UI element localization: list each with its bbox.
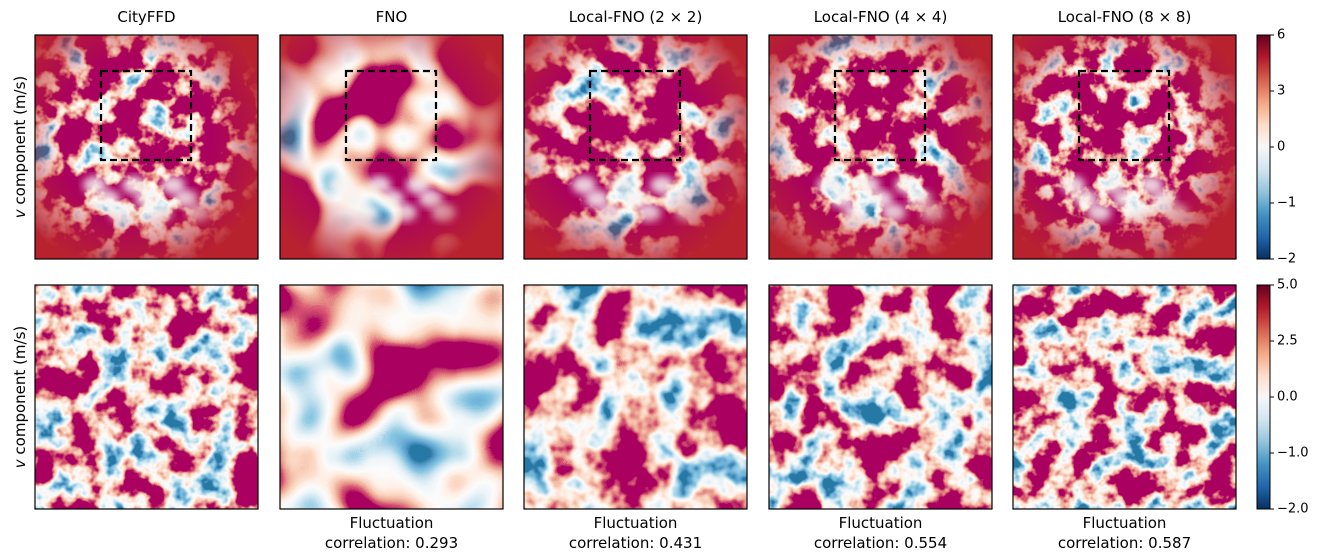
caption-line: Fluctuation <box>839 514 923 532</box>
column-title: CityFFD <box>117 8 175 26</box>
caption-line: correlation: 0.431 <box>569 534 702 552</box>
y-label-var: v <box>11 208 29 218</box>
caption-line: Fluctuation <box>594 514 678 532</box>
column-title: Local-FNO (8 × 8) <box>1058 8 1192 26</box>
zoom-box <box>833 69 927 162</box>
field-image <box>1013 285 1236 509</box>
colorbar-tick-label: −2 <box>1277 252 1296 267</box>
y-label-text: component (m/s) <box>11 326 29 455</box>
colorbar-tick-label: 0.0 <box>1277 390 1298 405</box>
panel-frame <box>279 34 504 260</box>
field-image <box>769 285 992 509</box>
colorbar-tick-label: 5.0 <box>1277 278 1298 293</box>
caption-line: correlation: 0.587 <box>1058 534 1191 552</box>
panel-frame <box>34 34 259 260</box>
column-title: FNO <box>376 8 408 26</box>
free-stream <box>1013 35 1236 259</box>
y-axis-label: v component (m/s) <box>11 76 29 218</box>
zoom-box <box>344 69 438 162</box>
field-image <box>280 285 503 509</box>
panel-frame <box>1012 284 1237 510</box>
colorbar-tick-label: 2.5 <box>1277 334 1298 349</box>
colorbar-tick-label: 3 <box>1277 84 1285 99</box>
column-title: Local-FNO (4 × 4) <box>814 8 948 26</box>
colorbar-tick-label: −1 <box>1277 196 1296 211</box>
panel-frame <box>768 34 993 260</box>
panel-frame <box>768 284 993 510</box>
caption-line: Fluctuation <box>1083 514 1167 532</box>
colorbar-tick-label: 6 <box>1277 28 1285 43</box>
panel-frame <box>1012 34 1237 260</box>
colorbar <box>1256 34 1271 260</box>
colorbar-tick-label: −1.0 <box>1277 446 1309 461</box>
y-label-text: component (m/s) <box>11 76 29 205</box>
panel-frame <box>523 34 748 260</box>
panel-frame <box>279 284 504 510</box>
field-image <box>35 285 258 509</box>
zoom-box <box>99 69 193 162</box>
y-axis-label: v component (m/s) <box>11 326 29 468</box>
column-title: Local-FNO (2 × 2) <box>569 8 703 26</box>
free-stream <box>280 35 503 259</box>
colorbar-tick-label: −2.0 <box>1277 502 1309 517</box>
free-stream <box>769 35 992 259</box>
field-image <box>524 285 747 509</box>
panel-frame <box>34 284 259 510</box>
caption-line: correlation: 0.293 <box>325 534 458 552</box>
colorbar <box>1256 284 1271 510</box>
caption-line: correlation: 0.554 <box>814 534 947 552</box>
free-stream <box>35 35 258 259</box>
zoom-box <box>1077 69 1171 162</box>
caption-line: Fluctuation <box>350 514 434 532</box>
free-stream <box>524 35 747 259</box>
zoom-box <box>588 69 682 162</box>
y-label-var: v <box>11 458 29 468</box>
panel-frame <box>523 284 748 510</box>
colorbar-tick-label: 0 <box>1277 140 1285 155</box>
